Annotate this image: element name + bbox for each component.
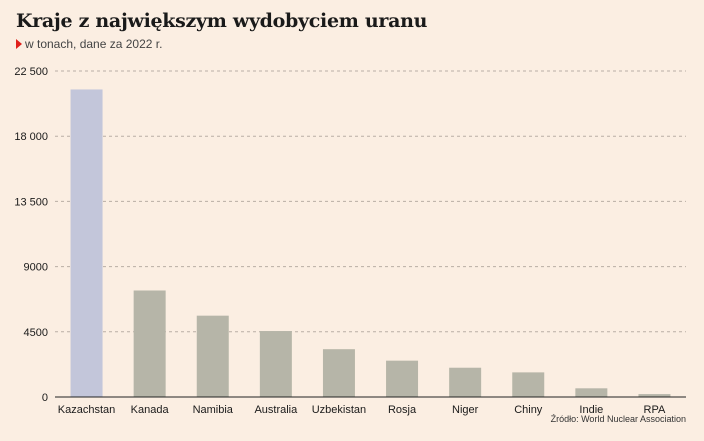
bar-rpa	[638, 394, 671, 397]
y-tick-label: 9000	[24, 262, 48, 274]
y-tick-label: 18 000	[14, 131, 48, 143]
x-tick-label: Uzbekistan	[312, 404, 366, 416]
bar-niger	[449, 367, 482, 397]
bar-uzbekistan	[322, 349, 355, 397]
chart-title: Kraje z największym wydobyciem uranu	[16, 10, 428, 32]
y-tick-label: 22 500	[14, 66, 48, 78]
y-tick-label: 4500	[24, 327, 48, 339]
chart-subtitle: w tonach, dane za 2022 r.	[16, 37, 162, 51]
bar-kanada	[133, 290, 166, 397]
bar-chiny	[512, 372, 545, 397]
bar-rosja	[386, 360, 419, 397]
x-tick-label: Chiny	[514, 404, 543, 416]
bar-namibia	[196, 315, 229, 397]
x-tick-label: Rosja	[388, 404, 417, 416]
x-tick-label: Kazachstan	[58, 404, 115, 416]
subtitle-text: w tonach, dane za 2022 r.	[25, 37, 163, 51]
bar-kazachstan	[70, 89, 103, 397]
bar-indie	[575, 388, 608, 397]
x-tick-label: Australia	[254, 404, 298, 416]
y-tick-label: 0	[42, 392, 48, 404]
x-tick-label: Indie	[579, 404, 603, 416]
x-tick-label: Kanada	[131, 404, 170, 416]
y-tick-label: 13 500	[14, 196, 48, 208]
red-triangle-icon	[16, 39, 22, 49]
x-tick-label: Niger	[452, 404, 479, 416]
x-tick-label: Namibia	[193, 404, 234, 416]
x-tick-label: RPA	[644, 404, 666, 416]
bar-australia	[259, 331, 292, 397]
source-note: Źródło: World Nuclear Association	[550, 414, 686, 424]
